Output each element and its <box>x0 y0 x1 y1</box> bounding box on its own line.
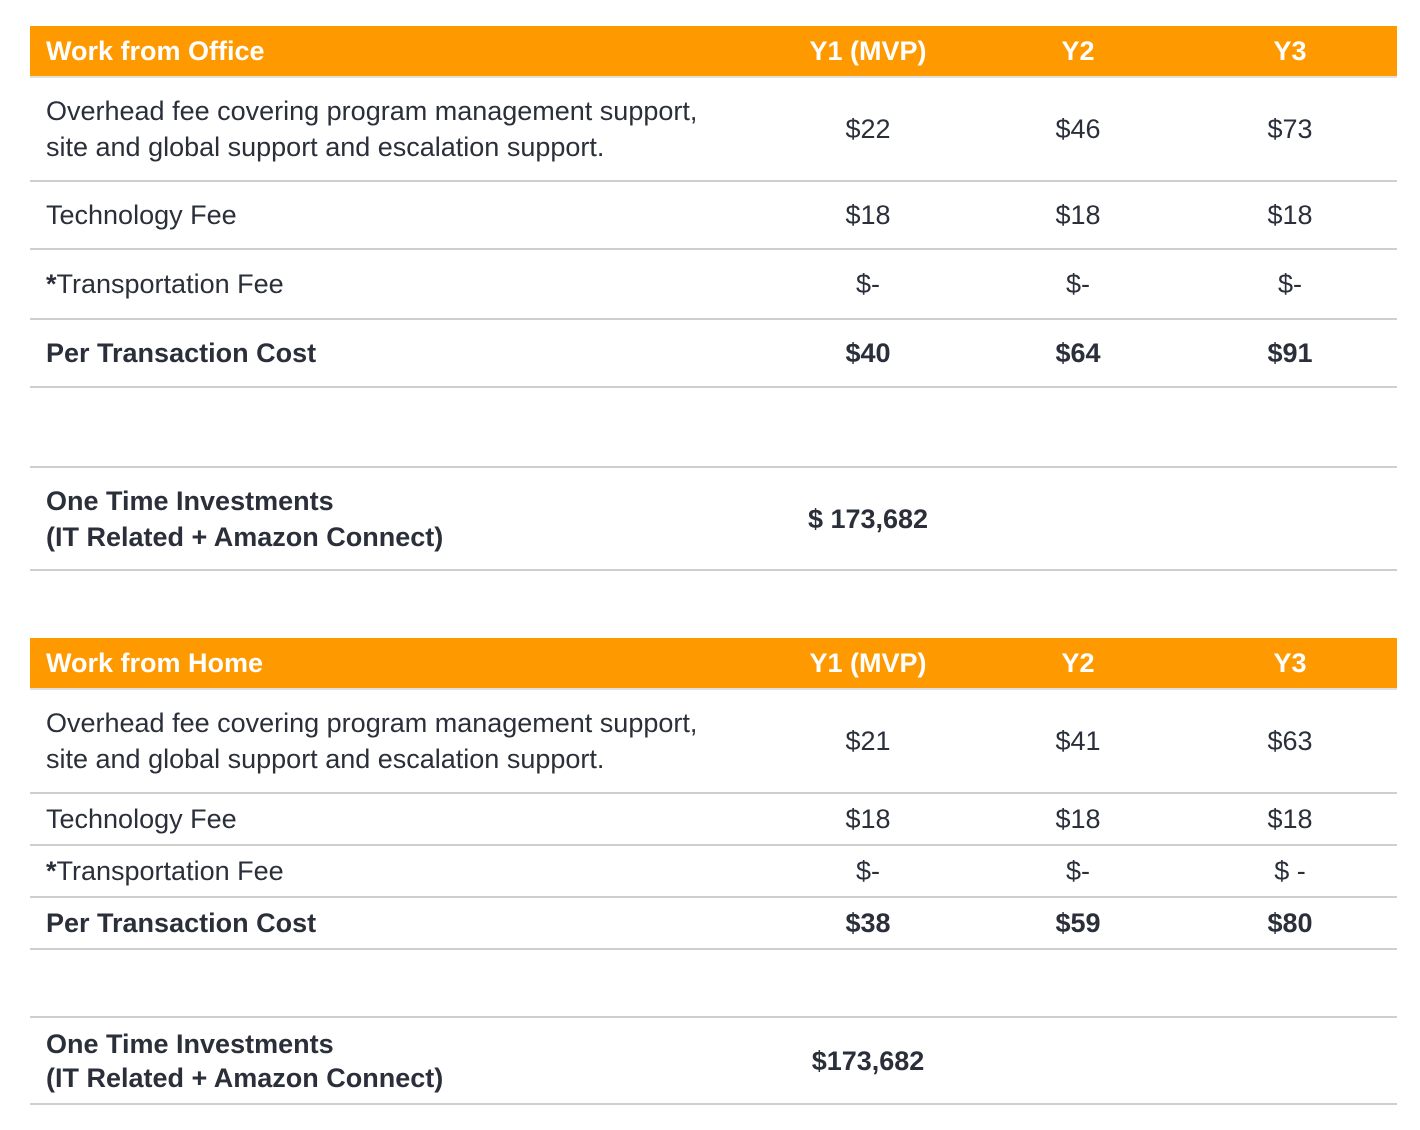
home-cost-table: Work from Home Y1 (MVP) Y2 Y3 Overhead f… <box>30 638 1397 1105</box>
office-cost-table: Work from Office Y1 (MVP) Y2 Y3 Overhead… <box>30 26 1397 571</box>
home-technology-y1: $18 <box>845 804 891 834</box>
home-technology-y2: $18 <box>1055 804 1101 834</box>
home-overhead-y2: $41 <box>1055 726 1101 756</box>
office-technology-label: Technology Fee <box>46 200 237 230</box>
home-transportation-y3: $ - <box>1274 856 1306 886</box>
office-transportation-y2: $- <box>1065 269 1090 299</box>
home-overhead-row: Overhead fee covering program management… <box>30 690 1397 794</box>
office-per-transaction-y2: $64 <box>1055 338 1101 368</box>
home-transportation-label-cell: * Transportation Fee <box>46 846 766 896</box>
home-transportation-y1: $- <box>855 856 880 886</box>
office-transportation-label-cell: * Transportation Fee <box>46 250 766 318</box>
office-overhead-label: Overhead fee covering program management… <box>46 96 698 162</box>
home-one-time-row: One Time Investments (IT Related + Amazo… <box>30 1018 1397 1105</box>
home-one-time-label: One Time Investments (IT Related + Amazo… <box>46 1028 444 1093</box>
office-overhead-row: Overhead fee covering program management… <box>30 78 1397 182</box>
office-transportation-row: * Transportation Fee $- $- $- <box>30 250 1397 320</box>
home-overhead-label: Overhead fee covering program management… <box>46 708 698 774</box>
home-header-y3: Y3 <box>1273 648 1307 678</box>
home-one-time-value: $173,682 <box>811 1045 925 1076</box>
home-technology-label: Technology Fee <box>46 804 237 834</box>
home-per-transaction-row: Per Transaction Cost $38 $59 $80 <box>30 898 1397 950</box>
home-technology-y3: $18 <box>1267 804 1313 834</box>
office-technology-y3: $18 <box>1267 200 1313 230</box>
office-header-y1: Y1 (MVP) <box>809 36 927 66</box>
home-one-time-top-divider <box>30 1016 1397 1018</box>
office-technology-y2: $18 <box>1055 200 1101 230</box>
home-per-transaction-y1: $38 <box>845 908 891 938</box>
office-transportation-label: Transportation Fee <box>56 269 284 299</box>
home-per-transaction-y2: $59 <box>1055 908 1101 938</box>
home-header-title: Work from Home <box>46 648 264 678</box>
office-per-transaction-y3: $91 <box>1267 338 1313 368</box>
office-one-time-label: One Time Investments (IT Related + Amazo… <box>46 485 444 552</box>
office-transportation-asterisk: * <box>46 269 57 299</box>
office-overhead-y1: $22 <box>845 114 891 144</box>
office-one-time-value: $ 173,682 <box>807 503 929 534</box>
home-per-transaction-y3: $80 <box>1267 908 1313 938</box>
home-header-y2: Y2 <box>1061 648 1095 678</box>
office-per-transaction-row: Per Transaction Cost $40 $64 $91 <box>30 320 1397 388</box>
office-one-time-top-divider <box>30 466 1397 468</box>
office-overhead-y2: $46 <box>1055 114 1101 144</box>
office-header-title: Work from Office <box>46 36 265 66</box>
home-transportation-asterisk: * <box>46 856 57 886</box>
office-technology-row: Technology Fee $18 $18 $18 <box>30 182 1397 250</box>
home-header-row: Work from Home Y1 (MVP) Y2 Y3 <box>30 638 1397 690</box>
office-technology-y1: $18 <box>845 200 891 230</box>
office-per-transaction-label: Per Transaction Cost <box>46 338 317 368</box>
home-per-transaction-label: Per Transaction Cost <box>46 908 317 938</box>
office-header-row: Work from Office Y1 (MVP) Y2 Y3 <box>30 26 1397 78</box>
office-one-time-row: One Time Investments (IT Related + Amazo… <box>30 468 1397 571</box>
home-transportation-row: * Transportation Fee $- $- $ - <box>30 846 1397 898</box>
home-transportation-label: Transportation Fee <box>56 856 284 886</box>
office-header-y3: Y3 <box>1273 36 1307 66</box>
office-overhead-y3: $73 <box>1267 114 1313 144</box>
office-header-y2: Y2 <box>1061 36 1095 66</box>
office-per-transaction-y1: $40 <box>845 338 891 368</box>
office-transportation-y3: $- <box>1277 269 1302 299</box>
home-transportation-y2: $- <box>1065 856 1090 886</box>
home-technology-row: Technology Fee $18 $18 $18 <box>30 794 1397 846</box>
home-overhead-y3: $63 <box>1267 726 1313 756</box>
home-header-y1: Y1 (MVP) <box>809 648 927 678</box>
office-transportation-y1: $- <box>855 269 880 299</box>
home-overhead-y1: $21 <box>845 726 891 756</box>
